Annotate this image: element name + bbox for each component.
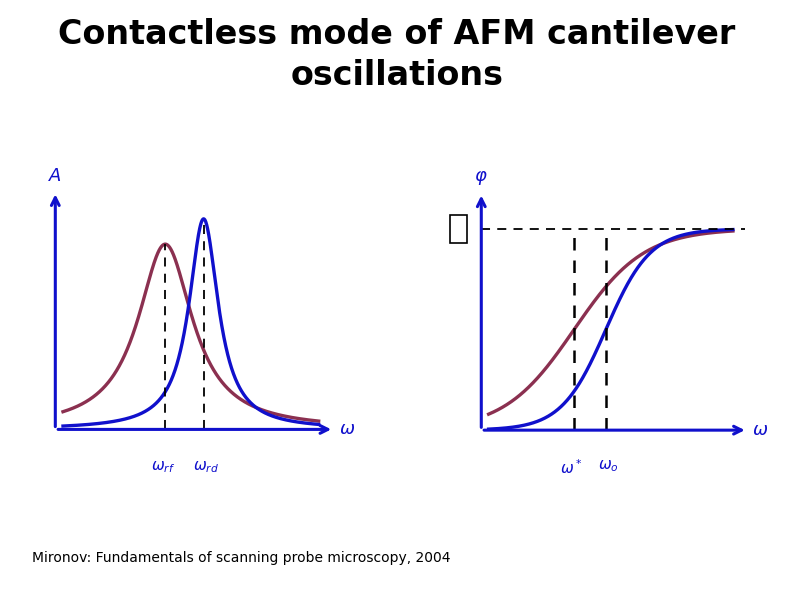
Text: $\omega$: $\omega$ bbox=[339, 421, 356, 439]
Text: $\omega$: $\omega$ bbox=[753, 421, 769, 439]
Text: Contactless mode of AFM cantilever
oscillations: Contactless mode of AFM cantilever oscil… bbox=[59, 18, 735, 92]
Text: $\omega_o$: $\omega_o$ bbox=[598, 458, 619, 474]
Text: $\omega_{rd}$: $\omega_{rd}$ bbox=[193, 459, 219, 475]
Text: $\varphi$: $\varphi$ bbox=[475, 168, 488, 187]
Text: Mironov: Fundamentals of scanning probe microscopy, 2004: Mironov: Fundamentals of scanning probe … bbox=[32, 551, 450, 565]
Text: $\omega_{rf}$: $\omega_{rf}$ bbox=[151, 459, 175, 475]
Text: $A$: $A$ bbox=[48, 167, 62, 185]
Text: $\omega^*$: $\omega^*$ bbox=[561, 458, 583, 477]
FancyBboxPatch shape bbox=[449, 215, 467, 243]
